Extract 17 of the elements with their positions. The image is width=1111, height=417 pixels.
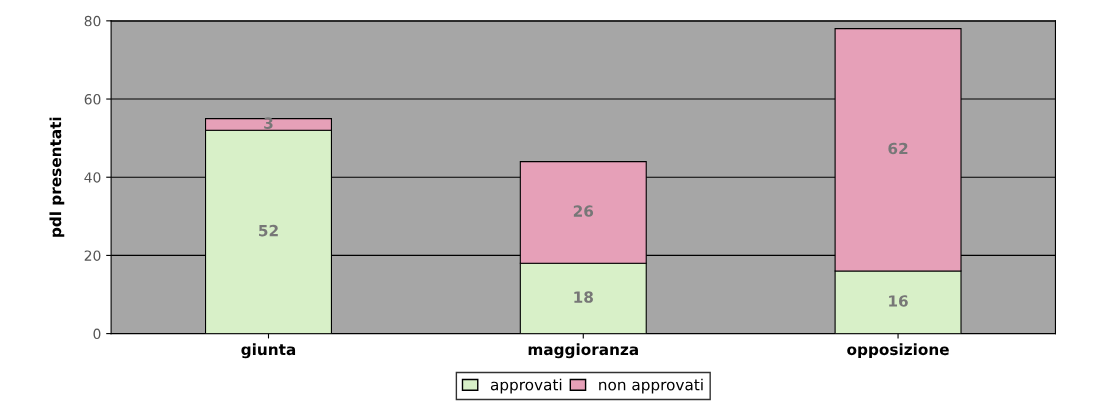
legend-label: approvati [490, 378, 562, 394]
data-label: 16 [889, 295, 908, 307]
y-tick-label: 20 [84, 250, 101, 261]
data-label: 18 [574, 291, 593, 303]
data-label: 26 [573, 205, 594, 217]
y-tick-label: 0 [93, 328, 101, 340]
legend-label: non approvati [599, 378, 703, 394]
y-tick-label: 80 [84, 15, 101, 27]
x-tick-label: opposizione [847, 343, 949, 359]
y-tick-label: 40 [84, 172, 101, 183]
data-label: 52 [259, 224, 278, 237]
y-tick-label: 60 [84, 94, 101, 105]
x-tick-label: maggioranza [528, 343, 638, 359]
data-label: 62 [888, 142, 908, 155]
y-axis-title: pdl presentati [49, 117, 65, 237]
data-label: 3 [264, 117, 273, 129]
x-tick-label: giunta [241, 343, 296, 359]
